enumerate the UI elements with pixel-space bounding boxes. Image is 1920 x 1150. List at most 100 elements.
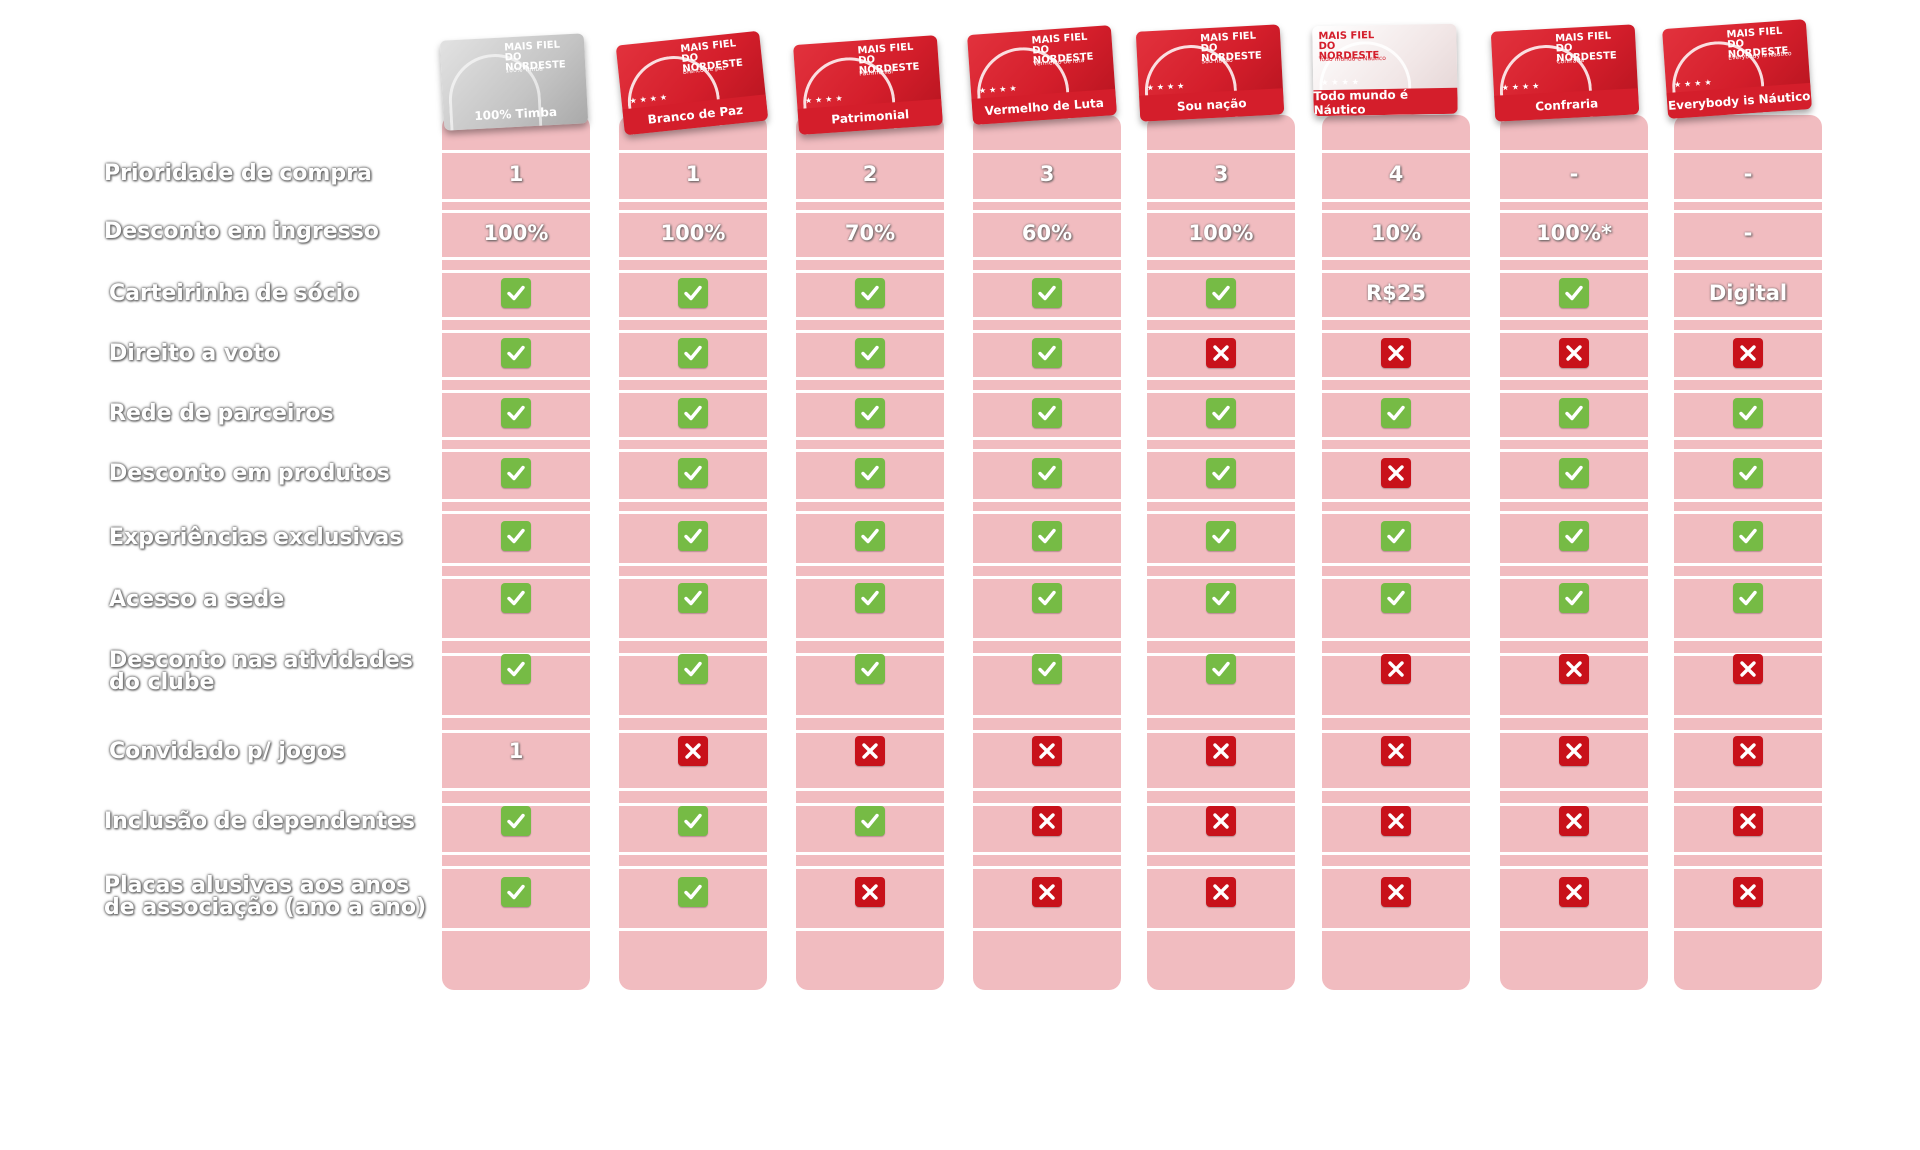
check-icon xyxy=(501,458,531,488)
cross-icon xyxy=(1559,736,1589,766)
cross-icon xyxy=(1032,877,1062,907)
row-separator xyxy=(442,803,1822,806)
feature-cell xyxy=(1322,578,1470,618)
plan-card[interactable]: ★★★★ MAIS FIEL DO NORDESTE Sou nação Sou na… xyxy=(1135,24,1285,122)
feature-label: Rede de parceiros xyxy=(109,401,334,426)
feature-cell xyxy=(1322,872,1470,912)
feature-label: Desconto em produtos xyxy=(109,461,390,486)
cell-value: 100% xyxy=(660,221,726,245)
cross-icon xyxy=(855,736,885,766)
feature-cell xyxy=(619,273,767,313)
row-separator xyxy=(442,576,1822,579)
feature-cell xyxy=(796,872,944,912)
feature-cell xyxy=(796,516,944,556)
feature-cell xyxy=(1147,273,1295,313)
feature-cell xyxy=(1674,516,1822,556)
feature-cell xyxy=(973,273,1121,313)
check-icon xyxy=(1381,398,1411,428)
row-separator xyxy=(442,928,1822,931)
plan-column-4 xyxy=(973,115,1121,990)
feature-cell xyxy=(619,801,767,841)
plan-column-5 xyxy=(1147,115,1295,990)
check-icon xyxy=(1559,583,1589,613)
check-icon xyxy=(855,583,885,613)
feature-cell xyxy=(619,453,767,493)
plan-card[interactable]: ★★★★ MAIS FIEL DO NORDESTE Confraria Confra… xyxy=(1490,24,1640,122)
row-separator xyxy=(442,852,1822,855)
check-icon xyxy=(1559,458,1589,488)
row-separator xyxy=(442,788,1822,791)
plan-card[interactable]: ★★★★ MAIS FIEL DO NORDESTE Branco de paz Br… xyxy=(615,30,769,136)
cross-icon xyxy=(1206,806,1236,836)
check-icon xyxy=(678,458,708,488)
plan-card[interactable]: ★★★★ MAIS FIEL DO NORDESTE Vermelho de lut… xyxy=(967,25,1117,125)
cross-icon xyxy=(1381,458,1411,488)
cell-value: 100%* xyxy=(1536,221,1612,245)
feature-cell xyxy=(1500,731,1648,771)
row-separator xyxy=(442,317,1822,320)
cell-value: 100% xyxy=(1188,221,1254,245)
check-icon xyxy=(501,583,531,613)
cross-icon xyxy=(678,736,708,766)
plan-card[interactable]: ★★★★ MAIS FIEL DO NORDESTE Everybody is Ná… xyxy=(1662,19,1812,119)
check-icon xyxy=(855,806,885,836)
plan-card[interactable]: ★★★★ MAIS FIEL DO NORDESTE Todo mundo é Ná… xyxy=(1312,23,1458,117)
check-icon xyxy=(678,278,708,308)
check-icon xyxy=(678,398,708,428)
cross-icon xyxy=(1733,338,1763,368)
cell-value: 70% xyxy=(844,221,896,245)
cell-value: - xyxy=(1569,162,1579,186)
feature-cell xyxy=(619,393,767,433)
feature-cell: 4 xyxy=(1322,154,1470,194)
row-separator xyxy=(442,377,1822,380)
feature-cell xyxy=(619,872,767,912)
feature-cell xyxy=(1322,453,1470,493)
row-separator xyxy=(442,638,1822,641)
plan-card[interactable]: MAIS FIEL DO NORDESTE 100% Timba 100% Timb… xyxy=(439,33,589,131)
feature-cell: - xyxy=(1500,154,1648,194)
check-icon xyxy=(1733,583,1763,613)
row-separator xyxy=(442,730,1822,733)
check-icon xyxy=(1032,458,1062,488)
feature-cell: 1 xyxy=(619,154,767,194)
row-separator xyxy=(442,270,1822,273)
feature-label: Prioridade de compra xyxy=(104,161,372,186)
feature-cell xyxy=(1147,578,1295,618)
check-icon xyxy=(1206,398,1236,428)
feature-cell: 100% xyxy=(619,213,767,253)
check-icon xyxy=(678,654,708,684)
feature-cell xyxy=(1674,731,1822,771)
feature-label: Acesso a sede xyxy=(109,587,285,612)
feature-cell xyxy=(973,801,1121,841)
row-separator xyxy=(442,866,1822,869)
feature-cell xyxy=(1674,333,1822,373)
check-icon xyxy=(1032,521,1062,551)
feature-cell xyxy=(1147,453,1295,493)
row-separator xyxy=(442,715,1822,718)
feature-cell: 100%* xyxy=(1500,213,1648,253)
cross-icon xyxy=(1032,806,1062,836)
feature-cell: 70% xyxy=(796,213,944,253)
feature-cell xyxy=(1674,578,1822,618)
cell-value: 60% xyxy=(1021,221,1073,245)
check-icon xyxy=(501,806,531,836)
feature-cell xyxy=(1674,872,1822,912)
check-icon xyxy=(1206,278,1236,308)
feature-cell: 1 xyxy=(442,731,590,771)
feature-cell xyxy=(973,393,1121,433)
row-separator xyxy=(442,437,1822,440)
plan-name: Todo mundo é Náutico xyxy=(1313,88,1458,117)
feature-cell xyxy=(619,649,767,689)
feature-cell xyxy=(1322,649,1470,689)
plan-card[interactable]: ★★★★ MAIS FIEL DO NORDESTE Patrimonial Patr… xyxy=(793,35,943,135)
check-icon xyxy=(1559,521,1589,551)
check-icon xyxy=(1032,583,1062,613)
check-icon xyxy=(1032,278,1062,308)
cross-icon xyxy=(1559,654,1589,684)
feature-label: Carteirinha de sócio xyxy=(109,281,359,306)
cell-value: 4 xyxy=(1388,162,1404,186)
check-icon xyxy=(1733,398,1763,428)
feature-cell xyxy=(1147,393,1295,433)
check-icon xyxy=(855,278,885,308)
feature-cell xyxy=(1322,333,1470,373)
